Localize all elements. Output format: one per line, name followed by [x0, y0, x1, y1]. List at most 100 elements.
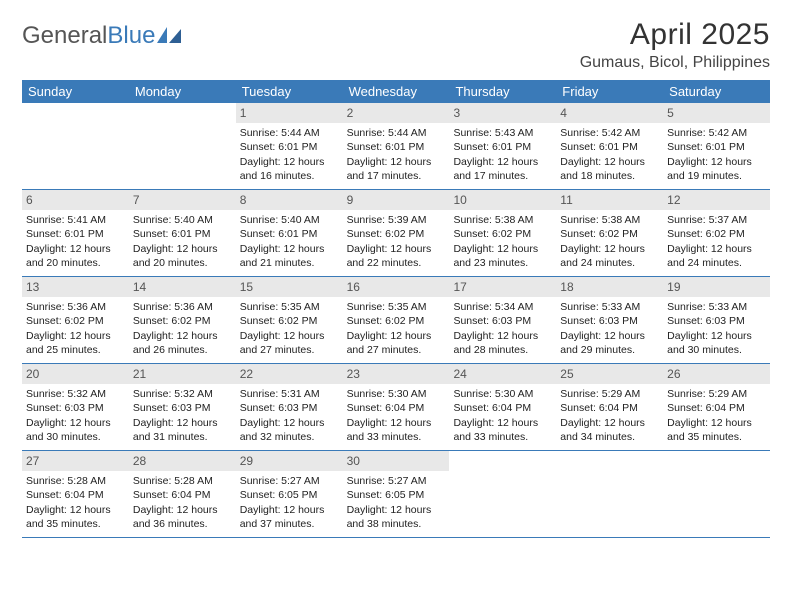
day-cell: 14 Sunrise: 5:36 AMSunset: 6:02 PMDayligh…: [129, 277, 236, 363]
day-cell: 10 Sunrise: 5:38 AMSunset: 6:02 PMDayligh…: [449, 190, 556, 276]
calendar: SundayMondayTuesdayWednesdayThursdayFrid…: [22, 80, 770, 538]
day-cell: 4 Sunrise: 5:42 AMSunset: 6:01 PMDaylight…: [556, 103, 663, 189]
day-cell: 6Sunrise: 5:41 AMSunset: 6:01 PMDaylight…: [22, 190, 129, 276]
day-number: 28: [129, 451, 236, 471]
day-cell: 30 Sunrise: 5:27 AMSunset: 6:05 PMDayligh…: [343, 451, 450, 537]
week-row: 13Sunrise: 5:36 AMSunset: 6:02 PMDayligh…: [22, 277, 770, 364]
day-cell: 16 Sunrise: 5:35 AMSunset: 6:02 PMDayligh…: [343, 277, 450, 363]
day-number: 20: [22, 364, 129, 384]
day-details: Sunrise: 5:35 AMSunset: 6:02 PMDaylight:…: [240, 300, 339, 357]
title-block: April 2025 Gumaus, Bicol, Philippines: [580, 18, 770, 72]
day-number: 25: [556, 364, 663, 384]
day-details: Sunrise: 5:34 AMSunset: 6:03 PMDaylight:…: [453, 300, 552, 357]
day-details: Sunrise: 5:36 AMSunset: 6:02 PMDaylight:…: [26, 300, 125, 357]
day-cell: 2 Sunrise: 5:44 AMSunset: 6:01 PMDaylight…: [343, 103, 450, 189]
day-cell: 21Sunrise: 5:32 AMSunset: 6:03 PMDayligh…: [129, 364, 236, 450]
day-cell: 17 Sunrise: 5:34 AMSunset: 6:03 PMDayligh…: [449, 277, 556, 363]
day-cell: 18 Sunrise: 5:33 AMSunset: 6:03 PMDayligh…: [556, 277, 663, 363]
dow-cell: Tuesday: [236, 80, 343, 103]
day-details: Sunrise: 5:28 AMSunset: 6:04 PMDaylight:…: [26, 474, 125, 531]
day-number: 10: [449, 190, 556, 210]
day-cell: 3 Sunrise: 5:43 AMSunset: 6:01 PMDaylight…: [449, 103, 556, 189]
day-details: Sunrise: 5:36 AMSunset: 6:02 PMDaylight:…: [133, 300, 232, 357]
day-details: Sunrise: 5:43 AMSunset: 6:01 PMDaylight:…: [453, 126, 552, 183]
day-details: Sunrise: 5:27 AMSunset: 6:05 PMDaylight:…: [240, 474, 339, 531]
day-details: Sunrise: 5:30 AMSunset: 6:04 PMDaylight:…: [347, 387, 446, 444]
logo-word1: General: [22, 22, 107, 49]
day-number: 1: [236, 103, 343, 123]
dow-cell: Friday: [556, 80, 663, 103]
day-cell: 23 Sunrise: 5:30 AMSunset: 6:04 PMDayligh…: [343, 364, 450, 450]
week-row: 1Sunrise: 5:44 AMSunset: 6:01 PMDaylight…: [22, 103, 770, 190]
day-details: Sunrise: 5:29 AMSunset: 6:04 PMDaylight:…: [560, 387, 659, 444]
day-cell: 26 Sunrise: 5:29 AMSunset: 6:04 PMDayligh…: [663, 364, 770, 450]
day-cell: 19Sunrise: 5:33 AMSunset: 6:03 PMDayligh…: [663, 277, 770, 363]
day-details: Sunrise: 5:32 AMSunset: 6:03 PMDaylight:…: [26, 387, 125, 444]
day-cell: 22Sunrise: 5:31 AMSunset: 6:03 PMDayligh…: [236, 364, 343, 450]
day-number: 23: [343, 364, 450, 384]
day-number: 4: [556, 103, 663, 123]
day-details: Sunrise: 5:30 AMSunset: 6:04 PMDaylight:…: [453, 387, 552, 444]
day-number: 7: [129, 190, 236, 210]
day-number: 26: [663, 364, 770, 384]
day-number: 11: [556, 190, 663, 210]
day-number: 18: [556, 277, 663, 297]
day-cell: 8Sunrise: 5:40 AMSunset: 6:01 PMDaylight…: [236, 190, 343, 276]
day-number: 5: [663, 103, 770, 123]
day-cell-empty: [129, 103, 236, 189]
day-details: Sunrise: 5:38 AMSunset: 6:02 PMDaylight:…: [560, 213, 659, 270]
day-details: Sunrise: 5:42 AMSunset: 6:01 PMDaylight:…: [560, 126, 659, 183]
day-cell: 13 Sunrise: 5:36 AMSunset: 6:02 PMDayligh…: [22, 277, 129, 363]
page-title: April 2025: [580, 18, 770, 52]
day-details: Sunrise: 5:37 AMSunset: 6:02 PMDaylight:…: [667, 213, 766, 270]
day-cell: 11 Sunrise: 5:38 AMSunset: 6:02 PMDayligh…: [556, 190, 663, 276]
day-details: Sunrise: 5:41 AMSunset: 6:01 PMDaylight:…: [26, 213, 125, 270]
day-number: 13: [22, 277, 129, 297]
day-number: 16: [343, 277, 450, 297]
day-cell: 28 Sunrise: 5:28 AMSunset: 6:04 PMDayligh…: [129, 451, 236, 537]
day-cell: 24Sunrise: 5:30 AMSunset: 6:04 PMDayligh…: [449, 364, 556, 450]
week-row: 20 Sunrise: 5:32 AMSunset: 6:03 PMDayligh…: [22, 364, 770, 451]
logo-sail-icon: [157, 27, 183, 45]
day-number: 29: [236, 451, 343, 471]
dow-cell: Sunday: [22, 80, 129, 103]
week-row: 6Sunrise: 5:41 AMSunset: 6:01 PMDaylight…: [22, 190, 770, 277]
day-number: 15: [236, 277, 343, 297]
day-details: Sunrise: 5:40 AMSunset: 6:01 PMDaylight:…: [133, 213, 232, 270]
day-number: 2: [343, 103, 450, 123]
day-number: 8: [236, 190, 343, 210]
day-cell: 25 Sunrise: 5:29 AMSunset: 6:04 PMDayligh…: [556, 364, 663, 450]
day-details: Sunrise: 5:35 AMSunset: 6:02 PMDaylight:…: [347, 300, 446, 357]
day-number: 27: [22, 451, 129, 471]
dow-cell: Saturday: [663, 80, 770, 103]
day-details: Sunrise: 5:44 AMSunset: 6:01 PMDaylight:…: [347, 126, 446, 183]
header: GeneralBlue April 2025 Gumaus, Bicol, Ph…: [22, 18, 770, 72]
day-details: Sunrise: 5:33 AMSunset: 6:03 PMDaylight:…: [560, 300, 659, 357]
day-cell: 9 Sunrise: 5:39 AMSunset: 6:02 PMDaylight…: [343, 190, 450, 276]
day-number: 12: [663, 190, 770, 210]
logo: GeneralBlue: [22, 22, 183, 50]
day-cell: 5 Sunrise: 5:42 AMSunset: 6:01 PMDaylight…: [663, 103, 770, 189]
day-details: Sunrise: 5:42 AMSunset: 6:01 PMDaylight:…: [667, 126, 766, 183]
day-details: Sunrise: 5:29 AMSunset: 6:04 PMDaylight:…: [667, 387, 766, 444]
day-cell-empty: [449, 451, 556, 537]
day-cell: 20 Sunrise: 5:32 AMSunset: 6:03 PMDayligh…: [22, 364, 129, 450]
day-details: Sunrise: 5:44 AMSunset: 6:01 PMDaylight:…: [240, 126, 339, 183]
dow-cell: Wednesday: [343, 80, 450, 103]
day-details: Sunrise: 5:38 AMSunset: 6:02 PMDaylight:…: [453, 213, 552, 270]
dow-cell: Monday: [129, 80, 236, 103]
day-cell: 27 Sunrise: 5:28 AMSunset: 6:04 PMDayligh…: [22, 451, 129, 537]
day-details: Sunrise: 5:28 AMSunset: 6:04 PMDaylight:…: [133, 474, 232, 531]
day-cell-empty: [663, 451, 770, 537]
day-number: 14: [129, 277, 236, 297]
day-details: Sunrise: 5:31 AMSunset: 6:03 PMDaylight:…: [240, 387, 339, 444]
day-cell: 1 Sunrise: 5:44 AMSunset: 6:01 PMDaylight…: [236, 103, 343, 189]
day-details: Sunrise: 5:39 AMSunset: 6:02 PMDaylight:…: [347, 213, 446, 270]
day-number: 3: [449, 103, 556, 123]
day-number: 17: [449, 277, 556, 297]
day-number: 30: [343, 451, 450, 471]
location-text: Gumaus, Bicol, Philippines: [580, 54, 770, 72]
day-number: 9: [343, 190, 450, 210]
day-cell: 15 Sunrise: 5:35 AMSunset: 6:02 PMDayligh…: [236, 277, 343, 363]
day-details: Sunrise: 5:27 AMSunset: 6:05 PMDaylight:…: [347, 474, 446, 531]
